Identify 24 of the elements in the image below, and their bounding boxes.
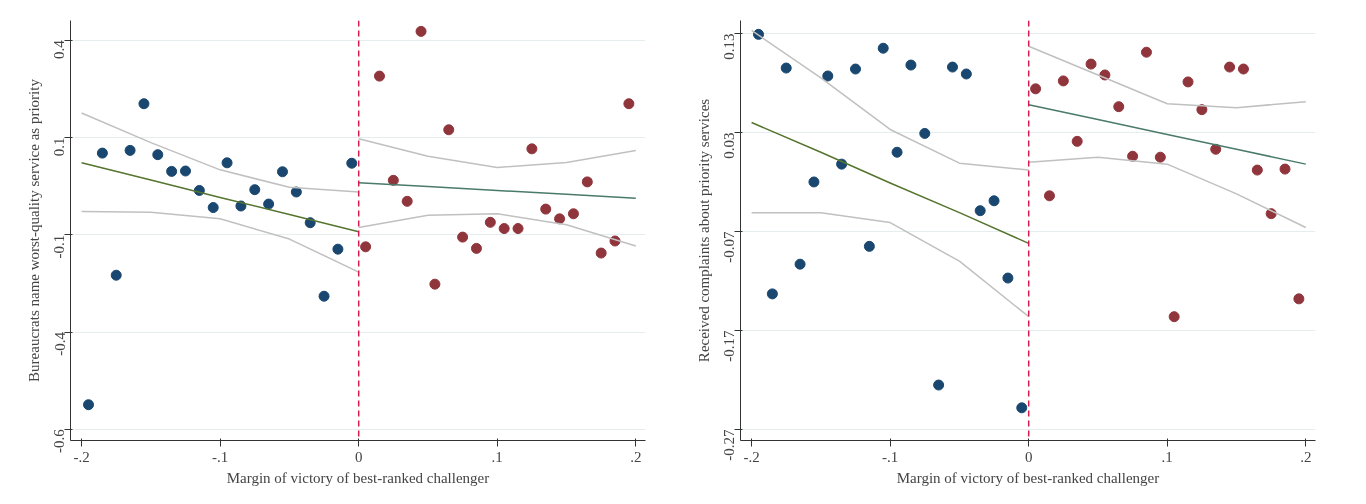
y-tick-label: 0.13	[721, 33, 738, 60]
y-tick-label: -0.1	[51, 234, 68, 259]
x-tick-label: -.2	[743, 448, 760, 465]
x-tick-label: -.1	[882, 448, 899, 465]
x-tick-label: -.1	[212, 448, 229, 465]
y-tick-label: -0.17	[721, 330, 738, 362]
x-tick-label: .1	[1161, 448, 1173, 465]
y-tick-label: 0.4	[51, 39, 68, 60]
y-tick-label: 0.1	[51, 137, 68, 157]
y-tick-label: -0.6	[51, 428, 68, 453]
x-tick-label: 0	[1024, 448, 1033, 465]
y-tick-label: -0.4	[51, 331, 68, 356]
x-axis-title: Margin of victory of best-ranked challenger	[896, 469, 1160, 486]
y-axis-title: Bureaucrats name worst-quality service as priority	[25, 78, 42, 382]
y-tick-label: 0.03	[721, 132, 738, 159]
x-tick-label: .1	[491, 448, 503, 465]
y-tick-label: -0.07	[721, 230, 738, 263]
y-tick-label: -0.27	[721, 429, 738, 461]
x-tick-label: .2	[630, 448, 642, 465]
y-axis-title: Received complaints about priority services	[695, 98, 712, 363]
x-axis-title: Margin of victory of best-ranked challenger	[226, 469, 490, 486]
x-tick-label: .2	[1300, 448, 1312, 465]
x-tick-label: 0	[354, 448, 363, 465]
x-tick-label: -.2	[73, 448, 90, 465]
